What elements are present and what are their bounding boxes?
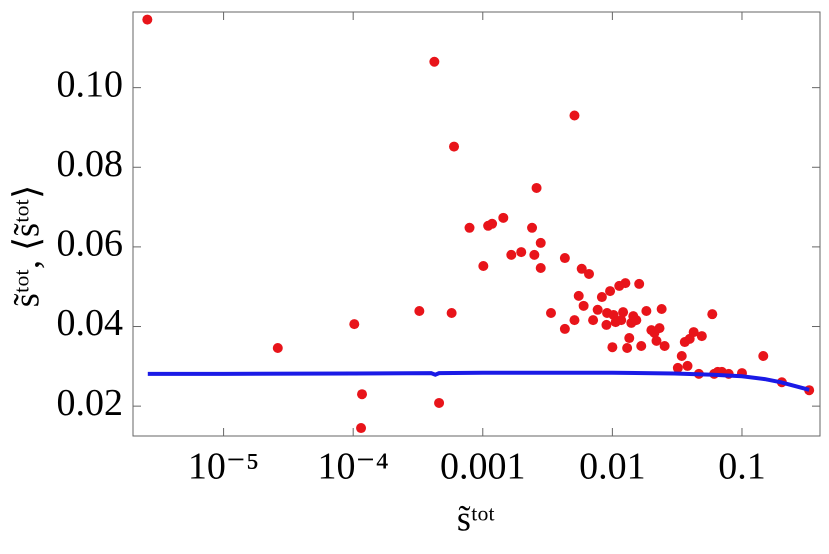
x-tick-label: 10⁻⁴ (318, 446, 389, 488)
point (607, 342, 618, 353)
point (624, 333, 635, 344)
point (356, 423, 367, 434)
point (616, 315, 627, 326)
y-tick-label: 0.10 (57, 63, 124, 105)
x-tick-label: 0.1 (718, 446, 766, 488)
point (605, 286, 616, 297)
point (506, 249, 517, 260)
plot-frame (132, 11, 821, 437)
point (464, 222, 475, 233)
point (529, 249, 540, 260)
point (559, 323, 570, 334)
y-tick-label: 0.04 (57, 302, 124, 344)
point (535, 237, 546, 248)
point (654, 323, 665, 334)
point (578, 300, 589, 311)
y-tick-label: 0.06 (57, 223, 124, 265)
x-tick-label: 10⁻⁵ (188, 446, 259, 488)
point (636, 341, 647, 352)
point (622, 343, 633, 354)
point (707, 309, 718, 320)
point (142, 14, 153, 25)
point (618, 307, 629, 318)
point (414, 305, 425, 316)
point (659, 341, 670, 352)
point (676, 350, 687, 361)
point (651, 335, 662, 346)
point (682, 360, 693, 371)
point (641, 305, 652, 316)
point (449, 141, 460, 152)
point (576, 263, 587, 274)
point (531, 182, 542, 193)
point (573, 290, 584, 301)
point (688, 327, 699, 338)
point (758, 350, 769, 361)
point (569, 110, 580, 121)
point (696, 331, 707, 342)
point (498, 212, 509, 223)
y-tick-label: 0.08 (57, 143, 124, 185)
x-axis-label: s̃ᵗᵒᵗ (457, 498, 495, 538)
point (601, 319, 612, 330)
point (672, 362, 683, 373)
point (592, 304, 603, 315)
point (516, 247, 527, 258)
point (487, 218, 498, 229)
line (147, 370, 810, 392)
y-tick-label: 0.02 (57, 382, 124, 424)
point (631, 315, 642, 326)
point (620, 278, 631, 289)
x-tick-label: 0.01 (579, 446, 646, 488)
point (478, 261, 489, 272)
point (545, 307, 556, 318)
point (559, 253, 570, 264)
point (569, 315, 580, 326)
point (357, 389, 368, 400)
point (434, 397, 445, 408)
point (634, 278, 645, 289)
point (596, 292, 607, 303)
point (272, 343, 283, 354)
point (588, 315, 599, 326)
point (656, 303, 667, 314)
point (535, 262, 546, 273)
x-tick-label: 0.001 (440, 446, 526, 488)
point (349, 319, 360, 330)
point (583, 268, 594, 279)
point (527, 222, 538, 233)
point (446, 307, 457, 318)
y-axis-label: s̃ᵗᵒᵗ, ⟨s̃ᵗᵒᵗ⟩ (6, 185, 46, 307)
point (429, 56, 440, 67)
